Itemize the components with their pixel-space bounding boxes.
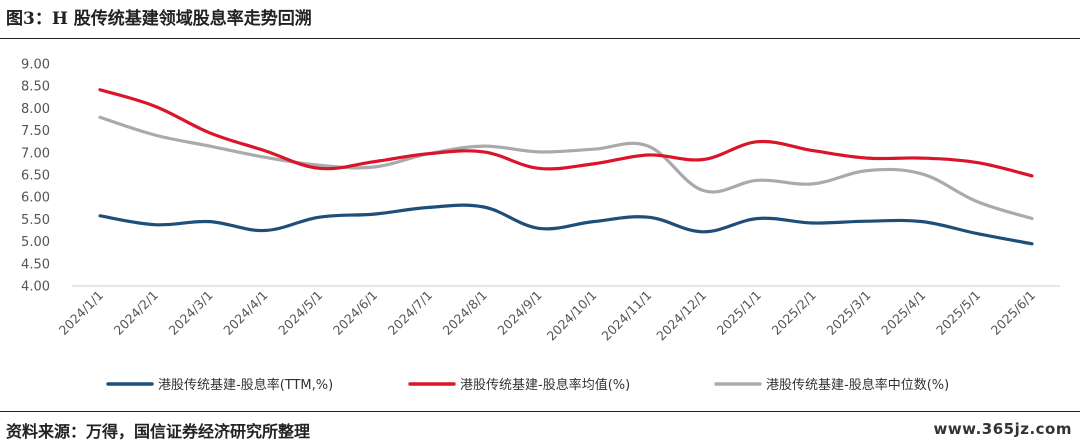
x-tick-label: 2024/2/1	[111, 288, 161, 338]
y-tick-label: 5.50	[21, 213, 50, 228]
y-tick-label: 9.00	[21, 58, 50, 73]
series-line-1	[98, 203, 1034, 246]
y-tick-label: 4.00	[21, 280, 50, 295]
y-tick-label: 5.00	[21, 235, 50, 250]
y-tick-label: 6.50	[21, 169, 50, 184]
x-tick-label: 2024/3/1	[165, 288, 215, 338]
series-lines	[98, 88, 1034, 246]
x-tick-label: 2024/10/1	[544, 288, 600, 344]
x-tick-label: 2025/3/1	[823, 288, 873, 338]
y-tick-label: 7.50	[21, 124, 50, 139]
watermark: www.365jz.com	[933, 420, 1072, 438]
x-tick-label: 2024/1/1	[56, 288, 106, 338]
x-tick-label: 2024/7/1	[385, 288, 435, 338]
y-tick-label: 4.50	[21, 257, 50, 272]
x-tick-label: 2024/12/1	[653, 288, 709, 344]
y-tick-label: 6.00	[21, 191, 50, 206]
x-axis-ticks: 2024/1/1 2024/2/1 2024/3/1 2024/4/1 2024/5/1…	[56, 288, 1038, 344]
y-tick-label: 7.00	[21, 146, 50, 161]
x-tick-label: 2024/8/1	[440, 288, 490, 338]
x-tick-label: 2024/11/1	[598, 288, 654, 344]
x-tick-label: 2025/1/1	[714, 288, 764, 338]
x-tick-label: 2025/4/1	[878, 288, 928, 338]
y-tick-label: 8.00	[21, 102, 50, 117]
series-line-3	[98, 115, 1034, 221]
line-chart: 4.00 4.50 5.00 5.50 6.00 6.50 7.00 7.50 8.00 8.50…	[21, 58, 1060, 393]
x-tick-label: 2024/4/1	[220, 288, 270, 338]
legend: 港股传统基建-股息率(TTM,%) 港股传统基建-股息率均值(%) 港股传统基建-股…	[106, 377, 949, 393]
x-tick-label: 2025/2/1	[769, 288, 819, 338]
x-tick-label: 2024/5/1	[275, 288, 325, 338]
x-tick-label: 2024/6/1	[330, 288, 380, 338]
legend-label-1: 港股传统基建-股息率(TTM,%)	[158, 377, 333, 393]
legend-label-2: 港股传统基建-股息率均值(%)	[460, 377, 630, 393]
series-line-2	[98, 88, 1034, 178]
x-tick-label: 2025/6/1	[988, 288, 1038, 338]
bottom-divider	[0, 411, 1080, 412]
x-tick-label: 2025/5/1	[933, 288, 983, 338]
source-note: 资料来源：万得，国信证券经济研究所整理	[6, 422, 311, 441]
chart-title: 图3：H 股传统基建领域股息率走势回溯	[6, 9, 312, 29]
y-axis-ticks: 4.00 4.50 5.00 5.50 6.00 6.50 7.00 7.50 8.00 8.50…	[21, 58, 50, 295]
top-divider	[0, 38, 1080, 39]
y-tick-label: 8.50	[21, 80, 50, 95]
x-tick-label: 2024/9/1	[494, 288, 544, 338]
legend-label-3: 港股传统基建-股息率中位数(%)	[766, 377, 949, 393]
